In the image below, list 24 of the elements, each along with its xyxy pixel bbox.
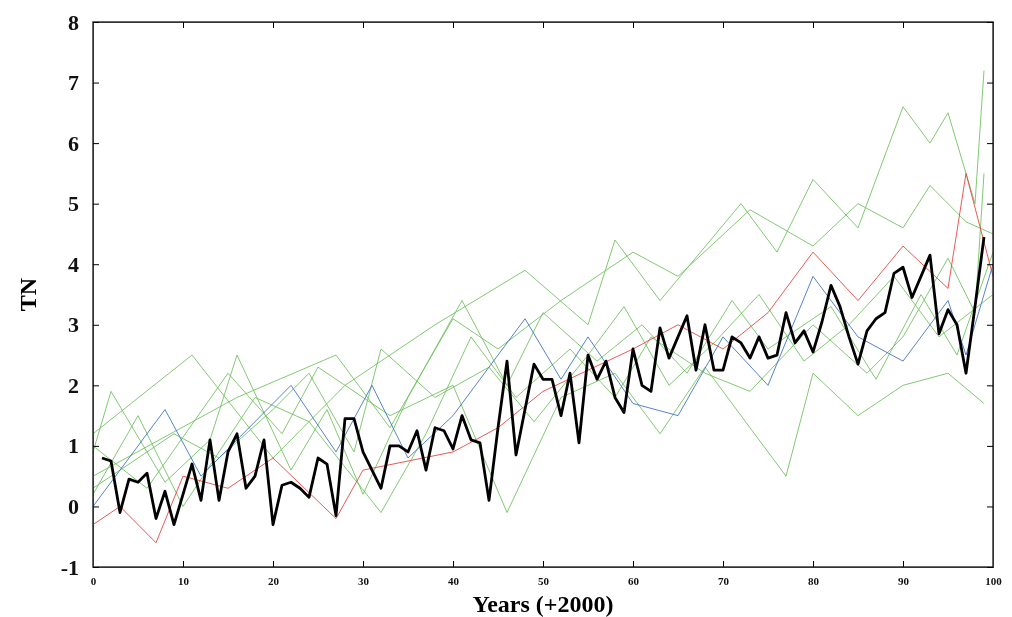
line-series [100,235,986,527]
x-tick-label: 10 [178,574,190,587]
y-axis-title: TN [15,277,41,312]
x-tick-label: 40 [448,574,460,587]
x-tick-label: 90 [898,574,910,587]
y-tick-label: 1 [68,433,79,459]
x-tick-label: 30 [358,574,370,587]
x-axis-title: Years (+2000) [472,591,614,617]
x-tick-label: 20 [268,574,280,587]
x-tick-label: 0 [90,574,97,587]
x-tick-label: 50 [538,574,550,587]
y-tick-label: 3 [68,312,79,338]
y-tick-label: 0 [68,493,79,519]
x-tick-label: 100 [985,574,1003,587]
y-tick-label: 6 [68,130,79,156]
y-tick-label: 5 [68,191,79,217]
x-tick-label: 80 [808,574,820,587]
y-tick-label: 7 [68,70,79,96]
y-tick-label: 2 [68,372,79,398]
x-tick-label: 60 [628,574,640,587]
y-tick-label: 4 [68,251,79,277]
y-tick-label: -1 [60,554,79,580]
x-tick-label: 70 [718,574,730,587]
y-tick-label: 8 [68,9,79,35]
